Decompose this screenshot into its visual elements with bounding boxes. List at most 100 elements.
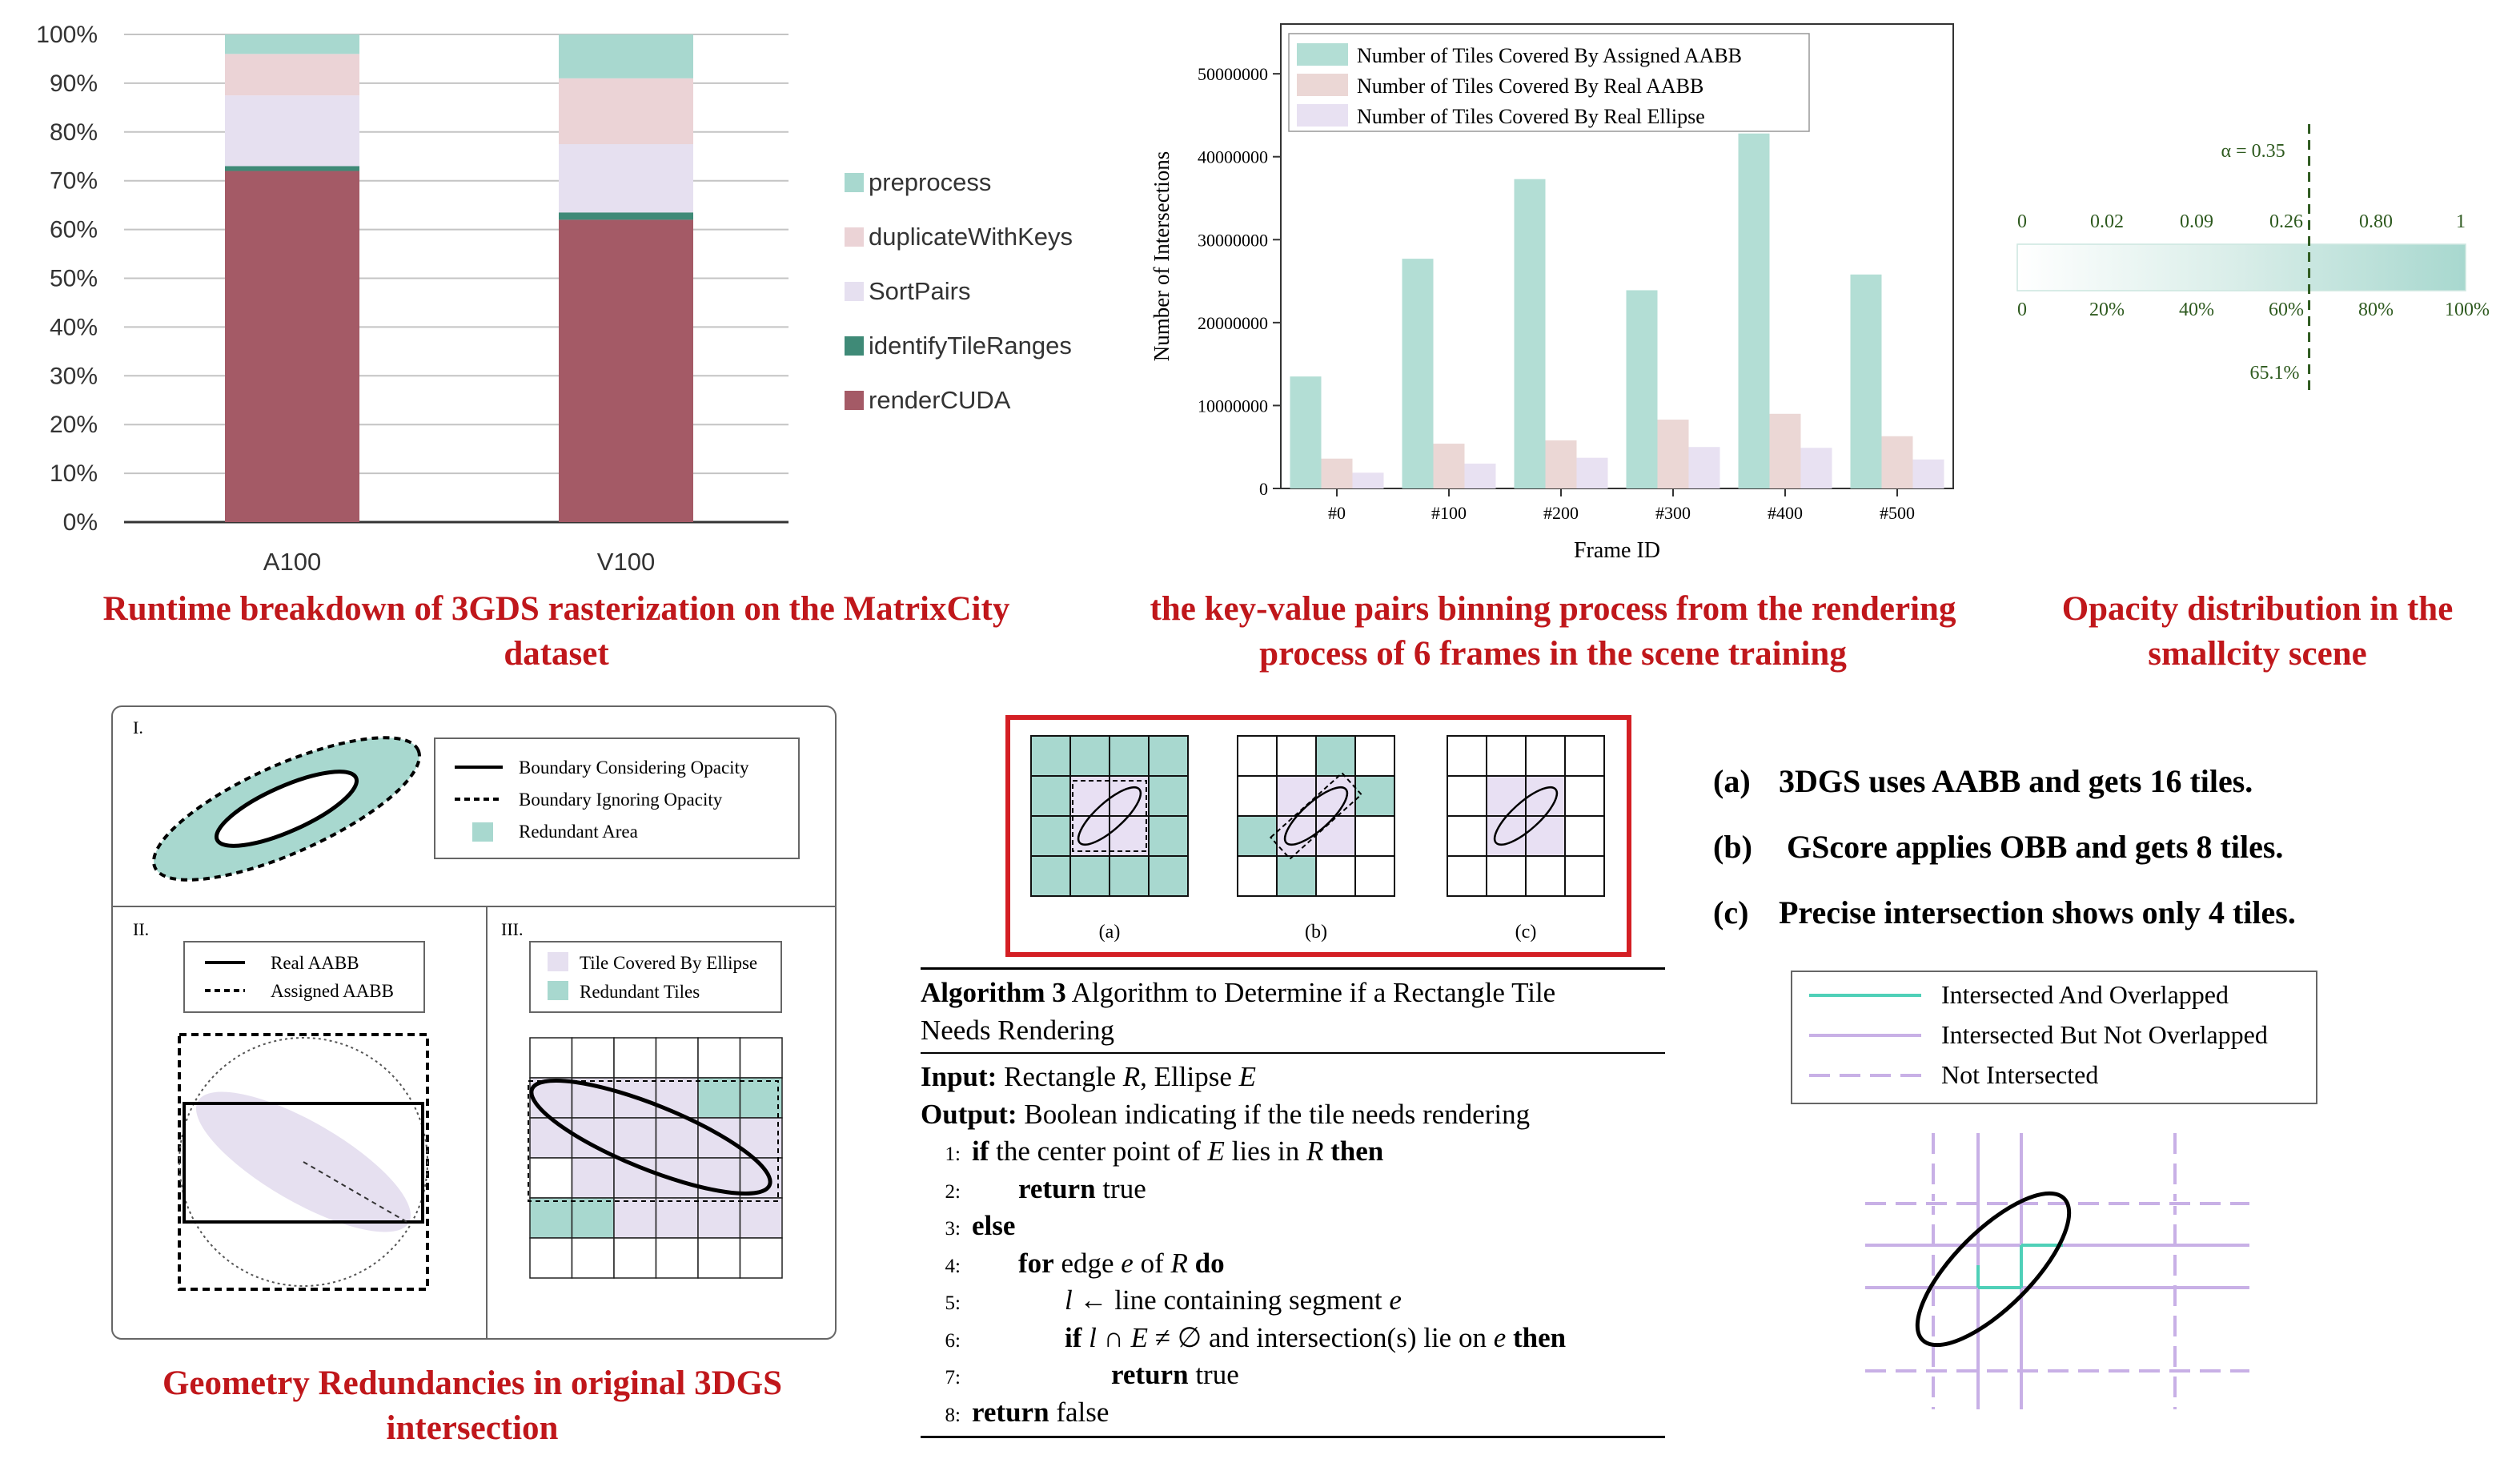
runtime-y-tick: 90% <box>50 70 98 97</box>
tile-cell <box>571 1197 615 1239</box>
geometry-caption: Geometry Redundancies in original 3DGS i… <box>162 1364 783 1447</box>
opacity-gradient-bar <box>2016 243 2466 291</box>
tile-ellipse <box>1077 786 1142 846</box>
tile-cell <box>655 1237 699 1279</box>
tile-cell <box>571 1157 615 1199</box>
binning-legend-swatch <box>1297 74 1348 96</box>
tile-cell <box>529 1117 573 1159</box>
note-a: (a) 3DGS uses AABB and gets 16 tiles. <box>1713 763 2253 799</box>
runtime-legend-swatch <box>845 227 864 247</box>
intersection-legend <box>1791 971 2317 1104</box>
legend-redundant-area: Redundant Area <box>519 822 638 842</box>
tile <box>1354 855 1395 897</box>
binning-bar <box>1514 179 1546 488</box>
binning-bar <box>1290 376 1322 488</box>
tile <box>1109 815 1150 857</box>
runtime-bar-SortPairs <box>225 95 359 167</box>
panel-3-legend <box>529 941 782 1013</box>
binning-x-tick: #500 <box>1880 503 1915 523</box>
opacity-bottom-ticks: 0 20% 40% 60% 80% 100% <box>2017 299 2490 320</box>
binning-bar <box>1626 290 1658 488</box>
tile-cell <box>571 1237 615 1279</box>
runtime-y-tick: 0% <box>63 509 98 536</box>
opacity-caption: Opacity distribution in the smallcity sc… <box>2061 590 2454 673</box>
legend-real-aabb: Real AABB <box>271 953 359 973</box>
runtime-legend-label: preprocess <box>869 168 991 196</box>
tile <box>1486 775 1527 817</box>
tile <box>1030 735 1071 777</box>
tile <box>1109 775 1150 817</box>
tile <box>1109 735 1150 777</box>
opacity-bottom-tick: 40% <box>2179 299 2214 320</box>
binning-bars <box>1290 133 1944 488</box>
binning-legend-swatch <box>1297 104 1348 127</box>
runtime-breakdown-chart: 0% 10% 20% 30% 40% 50% 60% 70% 80% 90% 100% A100 V1… <box>36 22 1073 576</box>
tile-cell <box>571 1037 615 1079</box>
tile-cell <box>655 1197 699 1239</box>
algorithm-line: 4: for edge e of R do <box>945 1247 1225 1279</box>
tiles-label: (a) <box>1099 922 1121 942</box>
tile <box>1069 855 1110 897</box>
binning-y-tick: 30000000 <box>1198 230 1268 250</box>
binning-x-label: Frame ID <box>1574 538 1660 563</box>
note-c: (c) Precise intersection shows only 4 til… <box>1713 894 2296 930</box>
runtime-y-tick: 80% <box>50 119 98 146</box>
tile <box>1315 735 1356 777</box>
binning-bar <box>1769 413 1801 488</box>
tile <box>1315 815 1356 857</box>
binning-bar <box>1321 458 1353 488</box>
binning-bar <box>1545 440 1577 488</box>
tile-cell <box>697 1037 741 1079</box>
tile-cell <box>655 1157 699 1199</box>
real-aabb-box <box>183 1102 424 1224</box>
geometry-redundancy-figure: I. Boundary Considering Opacity Boundary… <box>111 705 837 1340</box>
tile <box>1237 855 1278 897</box>
binning-bar <box>1738 133 1770 488</box>
tiles-label: (b) <box>1305 922 1327 942</box>
tiles-label: (c) <box>1515 922 1537 942</box>
binning-legend-swatch <box>1297 43 1348 66</box>
tile <box>1276 815 1317 857</box>
runtime-bar-duplicateWithKeys <box>225 54 359 96</box>
binning-plot-frame <box>1280 23 1954 489</box>
tile <box>1030 815 1071 857</box>
gscore-notes: (a) 3DGS uses AABB and gets 16 tiles. (b)… <box>1713 749 2296 946</box>
tiles-grid-(a) <box>1030 735 1189 897</box>
binning-x-tick: #300 <box>1655 503 1691 523</box>
binning-bar <box>1657 420 1689 488</box>
tile-cell <box>697 1237 741 1279</box>
tile-cell <box>697 1077 741 1119</box>
runtime-bar-renderCUDA <box>559 219 693 522</box>
runtime-legend-swatch <box>845 282 864 301</box>
opacity-top-tick: 1 <box>2456 211 2466 232</box>
intersection-ellipse <box>1915 1191 2072 1348</box>
runtime-y-tick: 70% <box>50 168 98 195</box>
tile-cell <box>739 1197 783 1239</box>
runtime-y-tick: 60% <box>50 217 98 243</box>
binning-legend: Number of Tiles Covered By Assigned AABB… <box>1288 33 1810 132</box>
runtime-bars <box>225 34 693 522</box>
runtime-legend-label: identifyTileRanges <box>869 332 1072 360</box>
tile <box>1447 815 1487 857</box>
tile-cell <box>529 1237 573 1279</box>
runtime-caption: Runtime breakdown of 3GDS rasterization … <box>102 590 1010 673</box>
tile <box>1564 735 1605 777</box>
tile <box>1525 815 1566 857</box>
opacity-top-tick: 0.09 <box>2180 211 2213 232</box>
runtime-legend-label: SortPairs <box>869 277 970 305</box>
intersection-figure: Intersected And Overlapped Intersected B… <box>1791 971 2317 1409</box>
tile-cell <box>529 1157 573 1199</box>
tiles-comparison-figure: (a) (b) (c) <box>1005 715 1631 957</box>
algorithm-line: 5: l ← line containing segment e <box>945 1284 1402 1316</box>
alpha-label: α = 0.35 <box>2221 141 2285 162</box>
tile-cell <box>655 1117 699 1159</box>
binning-y-ticks: 0 10000000 20000000 30000000 40000000 5000000… <box>1198 64 1281 499</box>
opacity-top-tick: 0.02 <box>2090 211 2124 232</box>
tile <box>1237 815 1278 857</box>
runtime-y-tick: 20% <box>50 412 98 438</box>
tile-cell <box>739 1237 783 1279</box>
runtime-bar-renderCUDA <box>225 171 359 522</box>
tile-cell <box>613 1237 657 1279</box>
tile <box>1525 775 1566 817</box>
runtime-legend-swatch <box>845 391 864 410</box>
